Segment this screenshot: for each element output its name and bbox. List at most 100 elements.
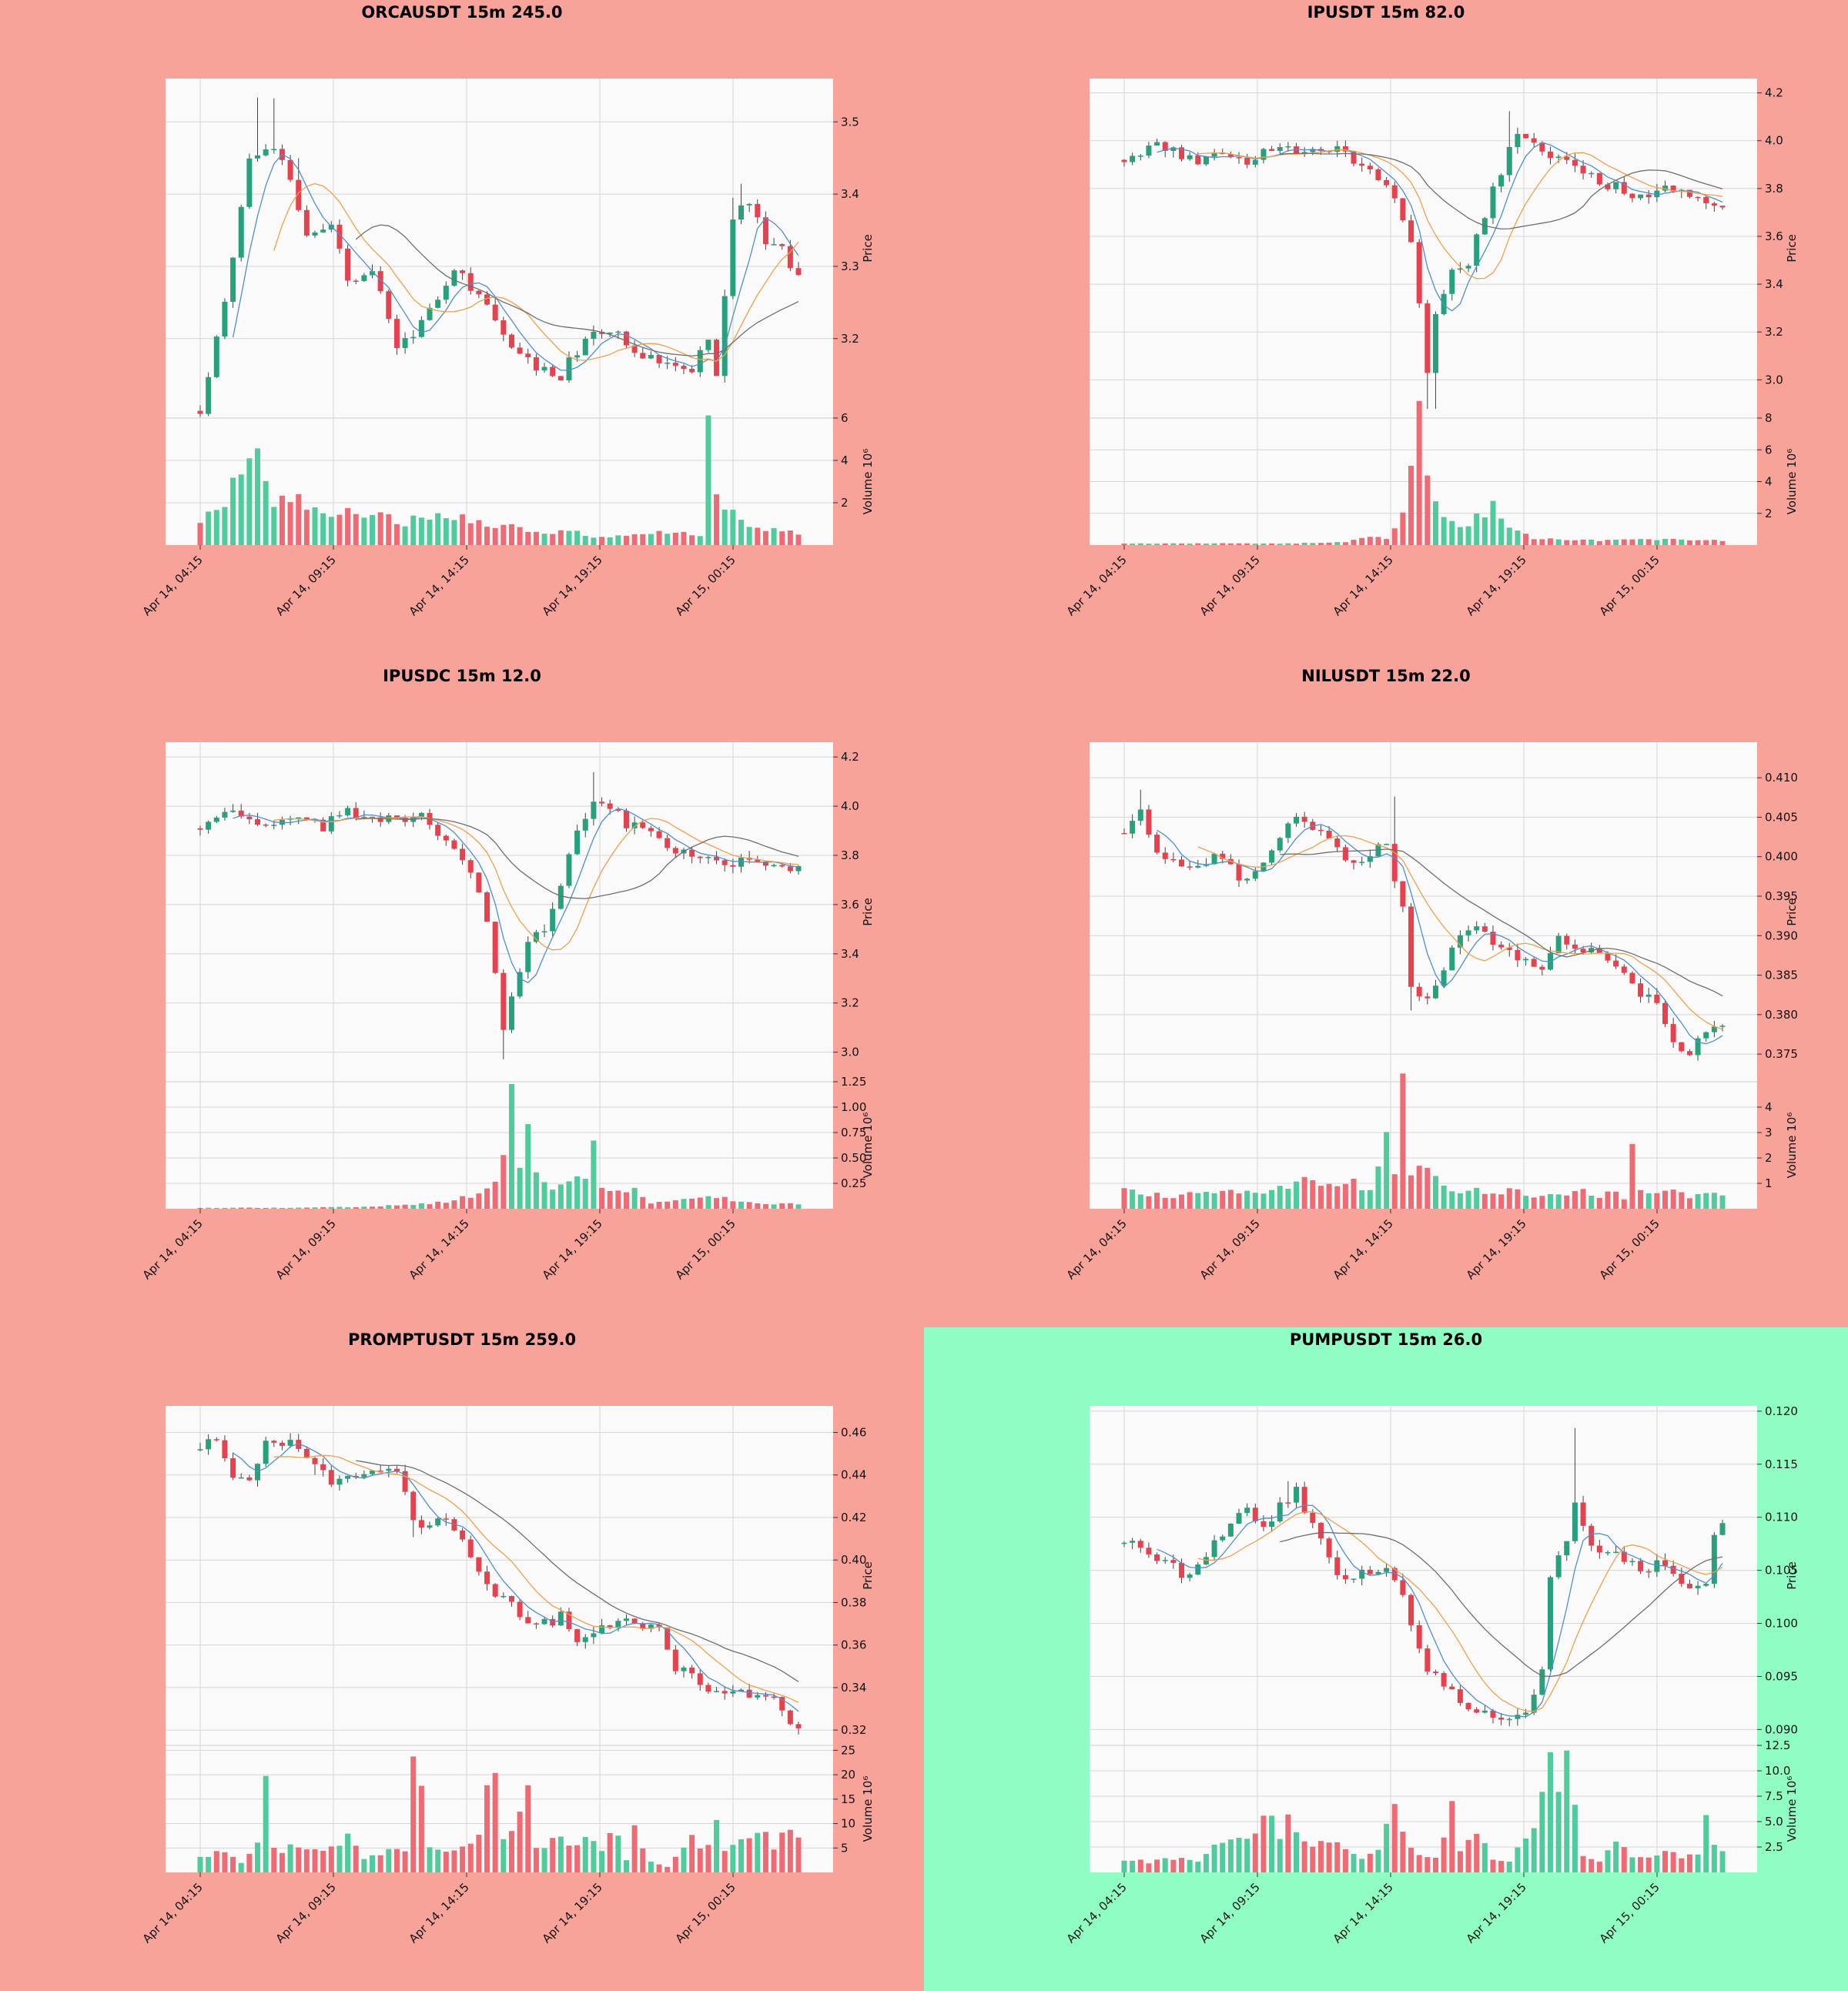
volume-bar	[476, 520, 482, 545]
volume-bar	[467, 1197, 474, 1209]
volume-bar	[795, 1837, 802, 1872]
x-tick-label: Apr 15, 00:15	[1597, 1880, 1662, 1946]
volume-bar	[1351, 1178, 1357, 1209]
volume-bar	[672, 1200, 678, 1209]
volume-bar	[689, 535, 695, 545]
candle	[1719, 1024, 1726, 1032]
volume-bar	[1400, 1832, 1406, 1872]
volume-tick-label: 10	[841, 1817, 855, 1831]
candle	[1498, 173, 1505, 192]
volume-bar	[1498, 518, 1505, 545]
candle	[1645, 189, 1652, 204]
volume-bar	[1301, 1176, 1307, 1209]
candle	[353, 279, 359, 284]
candle	[1662, 180, 1668, 193]
candle	[1121, 159, 1127, 167]
candle	[591, 325, 597, 346]
candle	[1342, 844, 1348, 862]
candle	[1301, 1481, 1307, 1514]
volume-bar	[1137, 1859, 1143, 1872]
volume-bar	[484, 527, 490, 545]
candle	[213, 1437, 219, 1442]
volume-bar	[1179, 1194, 1185, 1209]
candle	[410, 1490, 417, 1538]
volume-bar	[787, 1203, 793, 1209]
volume-bar	[1481, 1843, 1488, 1872]
candle	[1375, 167, 1381, 182]
volume-tick-label: 12.5	[1765, 1738, 1790, 1752]
candle	[1391, 181, 1398, 203]
candle	[492, 921, 498, 975]
price-tick-label: 0.120	[1765, 1404, 1798, 1418]
volume-bar	[762, 530, 768, 545]
candle	[386, 1465, 392, 1477]
candle	[705, 855, 711, 865]
candle	[451, 838, 457, 850]
volume-bar	[508, 524, 514, 545]
price-tick-label: 0.105	[1765, 1564, 1798, 1578]
price-tick-label: 3.4	[841, 187, 859, 201]
candle	[476, 872, 482, 893]
volume-bar	[1384, 1132, 1390, 1209]
candle	[1711, 1021, 1717, 1038]
volume-bar	[1686, 540, 1692, 545]
candle	[230, 257, 236, 308]
candle	[1260, 1514, 1267, 1531]
candle	[1638, 1558, 1644, 1574]
volume-bar	[312, 1849, 318, 1872]
volume-bar	[1260, 1193, 1267, 1209]
candle	[631, 340, 638, 357]
volume-tick-label: 15	[841, 1792, 855, 1806]
candle	[1154, 832, 1160, 855]
x-tick-label: Apr 14, 19:15	[540, 553, 605, 618]
volume-bar	[1638, 539, 1644, 545]
volume-axis-label: Volume 10⁶	[861, 1113, 875, 1179]
volume-bar	[550, 1838, 556, 1872]
volume-bar	[1621, 539, 1627, 545]
candle	[370, 1470, 376, 1475]
volume-bar	[1580, 1855, 1586, 1872]
candle	[591, 1627, 597, 1645]
volume-plot-area	[1090, 1082, 1757, 1209]
candle	[460, 1528, 466, 1542]
volume-bar	[557, 1836, 564, 1872]
candle	[402, 332, 408, 354]
candle	[623, 1614, 629, 1626]
volume-bar	[1654, 1193, 1660, 1209]
volume-bar	[246, 1207, 253, 1209]
candle	[246, 812, 253, 825]
candle	[771, 238, 777, 246]
price-tick-label: 3.2	[841, 996, 859, 1010]
volume-bar	[1342, 1183, 1348, 1209]
volume-bar	[492, 1772, 498, 1872]
candle	[1498, 1713, 1505, 1725]
candle	[255, 812, 261, 826]
volume-bar	[1227, 1190, 1234, 1209]
volume-bar	[1130, 1860, 1136, 1872]
volume-bar	[328, 1846, 334, 1872]
volume-bar	[1285, 543, 1291, 545]
candle	[467, 267, 474, 295]
volume-bar	[279, 495, 285, 545]
candle	[1260, 147, 1267, 164]
candle	[1645, 987, 1652, 1003]
moving-average-line	[273, 182, 799, 362]
volume-bar	[779, 531, 785, 545]
candle	[755, 199, 761, 223]
candle	[296, 158, 302, 212]
volume-bar	[1391, 1804, 1398, 1872]
volume-bar	[451, 1200, 457, 1209]
volume-bar	[591, 1140, 597, 1209]
volume-bar	[1277, 1186, 1283, 1209]
volume-bar	[557, 530, 564, 545]
candle	[1539, 141, 1545, 156]
candle	[1474, 1707, 1480, 1714]
volume-bar	[222, 1852, 228, 1872]
volume-bar	[1596, 1862, 1602, 1872]
volume-bar	[238, 1207, 244, 1209]
chart-title: NILUSDT 15m 22.0	[1301, 667, 1471, 685]
volume-bar	[451, 1850, 457, 1872]
volume-bar	[1146, 1863, 1152, 1872]
volume-bar	[1195, 1862, 1201, 1872]
volume-bar	[771, 1849, 777, 1872]
